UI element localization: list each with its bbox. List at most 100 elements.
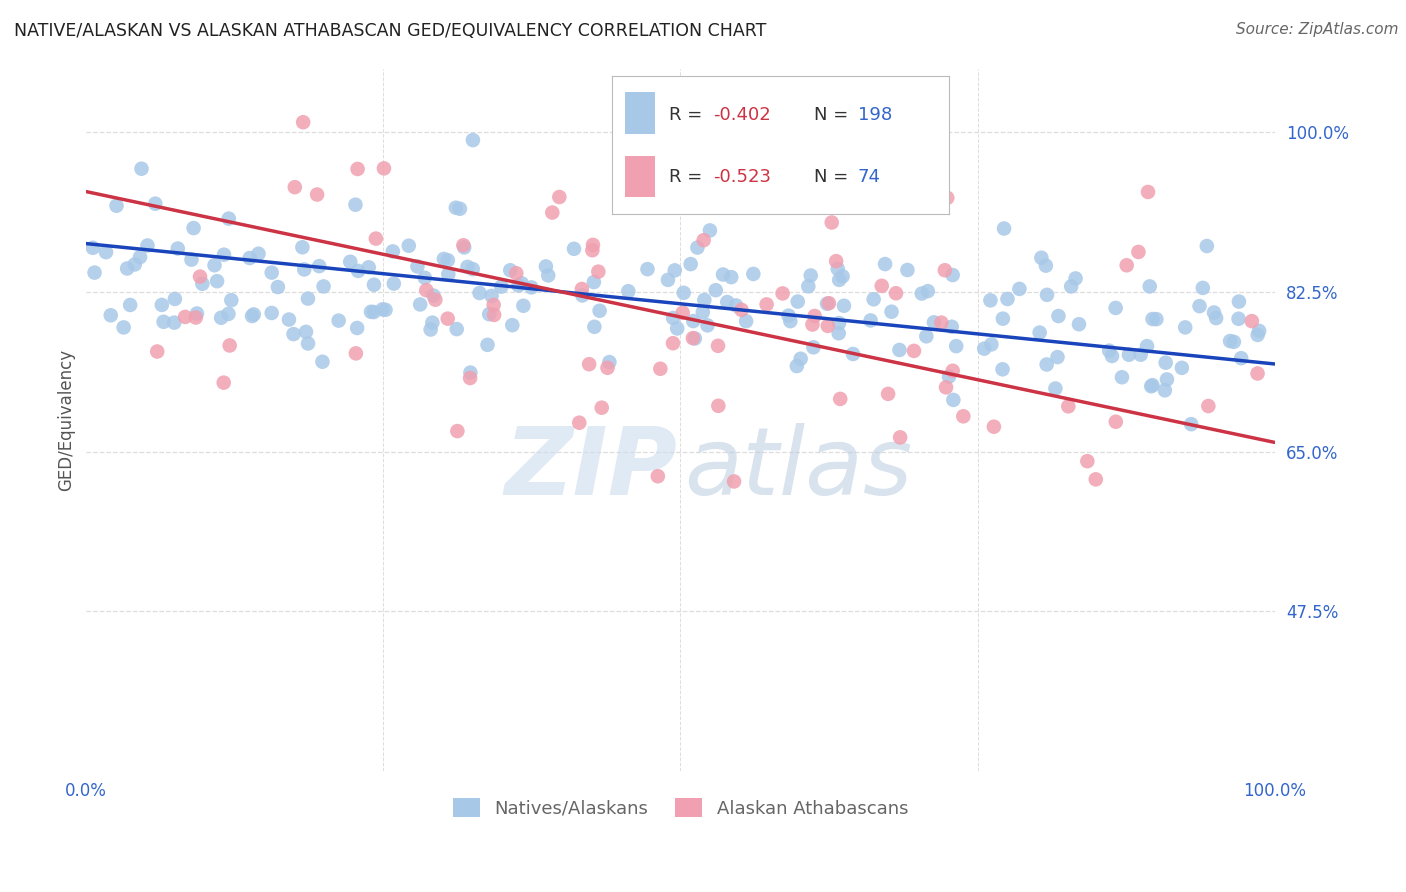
Point: [583, 319, 606, 334]
Point: [260, 306, 283, 320]
Point: [242, 307, 264, 321]
Point: [792, 177, 814, 191]
Point: [247, 246, 270, 260]
Y-axis label: GED/Equivalency: GED/Equivalency: [58, 349, 75, 491]
Point: [461, 133, 484, 147]
Point: [291, 240, 314, 254]
Point: [666, 321, 689, 335]
Text: NATIVE/ALASKAN VS ALASKAN ATHABASCAN GED/EQUIVALENCY CORRELATION CHART: NATIVE/ALASKAN VS ALASKAN ATHABASCAN GED…: [14, 22, 766, 40]
Point: [818, 296, 841, 310]
Point: [363, 277, 385, 292]
Text: atlas: atlas: [685, 424, 912, 515]
Point: [1105, 415, 1128, 429]
Point: [120, 298, 142, 312]
Point: [657, 273, 679, 287]
Point: [742, 267, 765, 281]
Point: [683, 331, 706, 345]
Point: [184, 310, 207, 325]
Point: [1046, 350, 1069, 364]
Point: [859, 313, 882, 327]
Point: [662, 311, 685, 326]
Point: [204, 258, 226, 272]
Point: [344, 346, 367, 360]
Point: [221, 293, 243, 308]
Point: [1105, 301, 1128, 315]
Point: [821, 215, 844, 229]
Point: [1227, 294, 1250, 309]
Text: N =: N =: [814, 105, 853, 123]
Point: [935, 380, 957, 394]
Text: Source: ZipAtlas.com: Source: ZipAtlas.com: [1236, 22, 1399, 37]
Point: [991, 311, 1014, 326]
Point: [562, 242, 585, 256]
Point: [1191, 281, 1213, 295]
Point: [598, 355, 620, 369]
Point: [508, 278, 530, 293]
Point: [1129, 348, 1152, 362]
Point: [446, 424, 468, 438]
Point: [941, 319, 963, 334]
Point: [617, 285, 640, 299]
Point: [1028, 326, 1050, 340]
Point: [360, 305, 382, 319]
Point: [693, 293, 716, 307]
Point: [699, 223, 721, 237]
Point: [934, 263, 956, 277]
Point: [1188, 299, 1211, 313]
Point: [889, 343, 911, 357]
Point: [482, 298, 505, 312]
Point: [357, 260, 380, 275]
Point: [129, 250, 152, 264]
Point: [437, 253, 460, 268]
Point: [1142, 378, 1164, 392]
Point: [1136, 339, 1159, 353]
Point: [1115, 258, 1137, 272]
Point: [704, 283, 727, 297]
Point: [979, 293, 1001, 308]
Point: [983, 419, 1005, 434]
Point: [308, 259, 330, 273]
Point: [779, 314, 801, 328]
Point: [582, 275, 605, 289]
Point: [581, 244, 603, 258]
Point: [1128, 244, 1150, 259]
Point: [344, 197, 367, 211]
Point: [212, 376, 235, 390]
Point: [884, 286, 907, 301]
Point: [460, 366, 482, 380]
Point: [797, 279, 820, 293]
Text: 198: 198: [858, 105, 893, 123]
Point: [1139, 279, 1161, 293]
Text: R =: R =: [669, 168, 709, 186]
Point: [1064, 271, 1087, 285]
Point: [297, 336, 319, 351]
Point: [143, 196, 166, 211]
Text: -0.523: -0.523: [713, 168, 770, 186]
Point: [191, 277, 214, 291]
Point: [307, 187, 329, 202]
Point: [682, 314, 704, 328]
Point: [672, 285, 695, 300]
Point: [889, 430, 911, 444]
Point: [1035, 259, 1057, 273]
Point: [1219, 334, 1241, 348]
Point: [917, 284, 939, 298]
Point: [896, 263, 918, 277]
Point: [83, 266, 105, 280]
Point: [568, 416, 591, 430]
Point: [582, 238, 605, 252]
Point: [510, 277, 533, 291]
Legend: Natives/Alaskans, Alaskan Athabascans: Natives/Alaskans, Alaskan Athabascans: [446, 791, 915, 825]
Bar: [626, 93, 655, 134]
Point: [374, 302, 396, 317]
Point: [136, 238, 159, 252]
Point: [789, 351, 811, 366]
Point: [842, 347, 865, 361]
Point: [945, 339, 967, 353]
Point: [240, 309, 263, 323]
Point: [1045, 382, 1067, 396]
Point: [1067, 317, 1090, 331]
Point: [931, 316, 953, 330]
Point: [679, 257, 702, 271]
Point: [692, 305, 714, 319]
